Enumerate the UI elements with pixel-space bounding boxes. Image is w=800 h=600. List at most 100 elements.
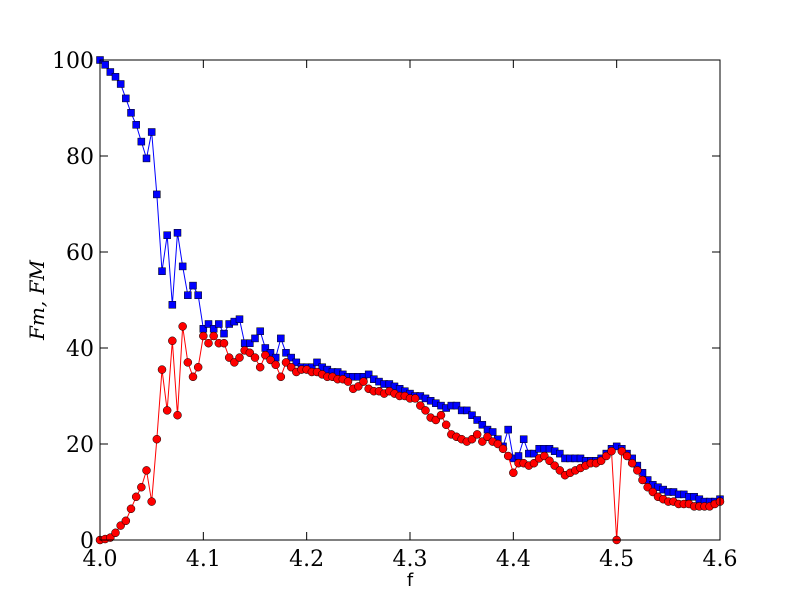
marker — [472, 430, 482, 439]
marker — [204, 320, 213, 328]
marker — [142, 466, 151, 475]
marker — [122, 94, 130, 103]
marker — [488, 428, 497, 436]
y-tick-label: 40 — [66, 337, 94, 362]
marker — [158, 267, 166, 275]
marker — [183, 358, 193, 367]
marker — [131, 492, 141, 502]
marker — [410, 394, 420, 403]
marker — [162, 406, 172, 415]
marker — [364, 370, 373, 379]
marker — [468, 411, 476, 419]
marker — [137, 482, 146, 492]
marker — [193, 362, 203, 372]
x-tick-label: 4.3 — [393, 547, 428, 572]
marker — [132, 121, 140, 129]
marker — [478, 421, 487, 429]
marker — [246, 339, 254, 347]
marker — [627, 458, 637, 468]
marker — [194, 291, 202, 299]
marker — [251, 334, 259, 343]
x-tick-label: 4.0 — [83, 547, 118, 572]
marker — [152, 434, 162, 444]
marker — [235, 315, 244, 323]
marker — [219, 338, 229, 348]
y-tick-label: 100 — [52, 49, 94, 74]
marker — [111, 528, 120, 538]
marker — [556, 449, 564, 458]
marker — [276, 372, 286, 382]
marker — [607, 446, 616, 456]
marker — [292, 358, 301, 367]
marker — [209, 331, 218, 341]
marker — [126, 504, 136, 514]
marker — [147, 497, 156, 506]
marker — [421, 406, 430, 415]
marker — [153, 190, 161, 199]
marker — [313, 358, 321, 367]
marker — [204, 338, 213, 348]
x-tick-label: 4.4 — [496, 547, 531, 572]
marker — [250, 353, 260, 362]
marker — [142, 154, 151, 163]
marker — [215, 320, 223, 328]
marker — [638, 475, 647, 485]
marker — [157, 365, 167, 374]
marker — [633, 466, 642, 475]
marker — [441, 420, 451, 430]
marker — [509, 468, 518, 478]
marker — [137, 137, 146, 146]
marker — [168, 336, 177, 346]
marker — [452, 401, 461, 410]
marker — [530, 449, 538, 458]
y-tick-label: 60 — [66, 241, 94, 266]
marker — [178, 262, 187, 271]
marker — [287, 353, 295, 362]
marker — [463, 406, 471, 415]
marker — [504, 425, 512, 434]
marker — [343, 377, 353, 386]
marker — [473, 416, 481, 424]
marker — [173, 229, 182, 237]
marker — [271, 360, 280, 370]
marker — [220, 329, 228, 338]
y-tick-label: 80 — [66, 145, 94, 170]
marker — [163, 231, 171, 239]
marker — [255, 362, 265, 372]
marker — [106, 68, 115, 76]
marker — [199, 331, 208, 341]
x-tick-label: 4.2 — [289, 547, 324, 572]
marker — [111, 73, 120, 81]
marker — [168, 301, 177, 309]
marker — [622, 451, 632, 461]
marker — [359, 377, 368, 386]
marker — [436, 410, 446, 420]
marker — [127, 109, 135, 117]
marker — [277, 334, 285, 343]
marker — [498, 444, 508, 454]
marker — [514, 452, 523, 460]
x-tick-label: 4.5 — [599, 547, 634, 572]
plot-frame — [99, 59, 721, 541]
marker — [256, 327, 264, 335]
marker — [173, 410, 182, 420]
marker — [184, 291, 192, 299]
marker — [101, 61, 109, 69]
marker — [116, 80, 125, 88]
marker — [519, 435, 528, 443]
marker — [178, 322, 187, 331]
y-tick-label: 20 — [66, 433, 94, 458]
marker — [188, 372, 198, 382]
marker — [189, 281, 197, 290]
x-tick-label: 4.1 — [186, 547, 221, 572]
x-axis-label: f — [407, 570, 414, 591]
y-axis-label: Fm, FM — [25, 260, 49, 341]
marker — [282, 349, 290, 357]
x-tick-label: 4.6 — [703, 547, 738, 572]
marker — [235, 353, 244, 362]
marker — [147, 128, 156, 136]
y-tick-label: 0 — [80, 529, 94, 554]
marker — [503, 451, 513, 461]
